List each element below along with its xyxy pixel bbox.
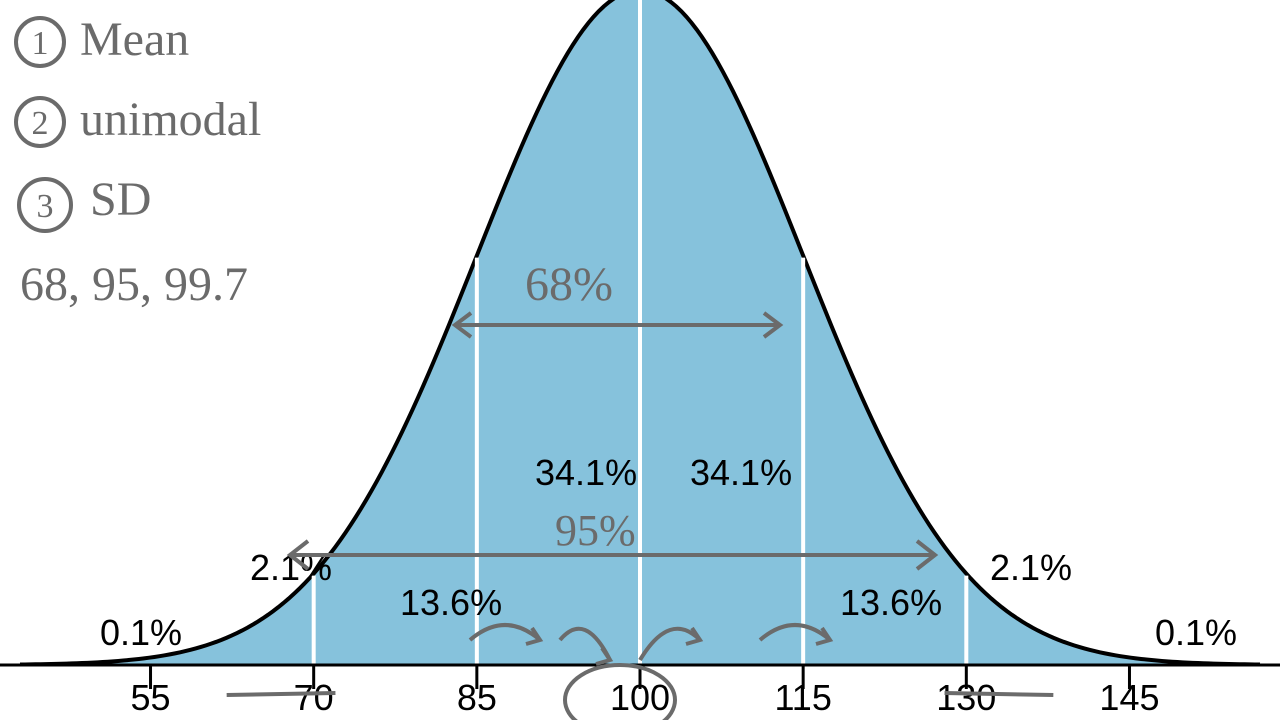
scribble-dash bbox=[945, 693, 1054, 695]
region-percent-label: 0.1% bbox=[100, 612, 182, 653]
handwritten-note: 68, 95, 99.7 bbox=[20, 258, 248, 311]
region-percent-label: 13.6% bbox=[840, 582, 942, 623]
axis-tick-label: 70 bbox=[294, 677, 334, 718]
axis-tick-label: 130 bbox=[936, 677, 996, 718]
arrow-68-label: 68% bbox=[525, 258, 613, 311]
region-percent-label: 34.1% bbox=[690, 452, 792, 493]
axis-tick-label: 85 bbox=[457, 677, 497, 718]
note-bullet-number: 2 bbox=[32, 105, 49, 142]
axis-tick-label: 145 bbox=[1099, 677, 1159, 718]
arrow-95-label: 95% bbox=[555, 506, 636, 555]
region-percent-label: 2.1% bbox=[990, 547, 1072, 588]
handwritten-note: unimodal bbox=[80, 93, 261, 146]
scribble-dash bbox=[227, 693, 336, 695]
axis-tick-label: 115 bbox=[774, 677, 831, 718]
axis-tick-label: 100 bbox=[610, 677, 670, 718]
handwritten-note: SD bbox=[90, 173, 151, 226]
axis-tick-label: 55 bbox=[131, 677, 171, 718]
handwritten-note: Mean bbox=[80, 13, 189, 66]
region-percent-label: 0.1% bbox=[1155, 612, 1237, 653]
note-bullet-number: 1 bbox=[32, 25, 49, 62]
note-bullet-number: 3 bbox=[37, 188, 54, 225]
region-percent-label: 13.6% bbox=[400, 582, 502, 623]
region-percent-label: 34.1% bbox=[535, 452, 637, 493]
